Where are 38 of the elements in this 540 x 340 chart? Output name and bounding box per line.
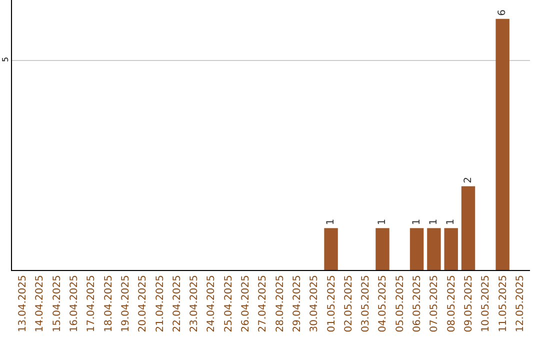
x-tick-label: 21.04.2025 [154,275,166,332]
x-tick-label: 08.05.2025 [446,275,458,332]
x-tick-label: 20.04.2025 [138,275,149,332]
x-tick-label: 06.05.2025 [412,275,424,332]
x-tick-label: 18.04.2025 [103,275,114,332]
x-tick-label: 13.04.2025 [18,275,29,332]
x-tick-label: 09.05.2025 [464,275,474,332]
x-tick-label: 23.04.2025 [189,275,200,332]
x-tick-label: 02.05.2025 [343,275,354,332]
x-tick-label: 30.04.2025 [309,275,320,332]
x-tick-label: 05.05.2025 [394,275,406,332]
x-tick-label: 07.05.2025 [429,275,440,332]
x-tick-label: 11.05.2025 [498,275,509,332]
x-tick-label: 24.04.2025 [206,275,218,332]
data-label: 1 [446,218,457,226]
data-label: 2 [462,176,474,184]
x-tick-label: 12.05.2025 [514,275,526,332]
x-tick-label: 17.04.2025 [86,275,98,332]
x-tick-label: 15.04.2025 [52,275,63,332]
x-tick-label: 22.04.2025 [172,275,183,332]
data-label: 1 [411,218,422,226]
x-tick-label: 16.04.2025 [69,275,80,332]
x-tick-label: 29.04.2025 [292,275,303,332]
data-label: 1 [326,218,337,226]
data-label: 1 [376,218,388,226]
x-tick-label: 27.04.2025 [258,275,269,332]
x-tick-label: 01.05.2025 [326,275,338,332]
x-tick-label: 19.04.2025 [120,275,132,332]
x-tick-label: 26.04.2025 [240,275,252,332]
x-tick-label: 04.05.2025 [378,275,389,332]
y-tick-label: 5 [0,56,10,62]
x-tick-label: 03.05.2025 [360,275,372,332]
x-tick-label: 28.04.2025 [274,275,286,332]
data-label: 6 [497,9,508,16]
x-tick-label: 14.04.2025 [34,275,46,332]
x-tick-label: 10.05.2025 [480,275,492,332]
x-tick-label: 25.04.2025 [223,275,234,332]
data-label: 1 [428,218,440,226]
